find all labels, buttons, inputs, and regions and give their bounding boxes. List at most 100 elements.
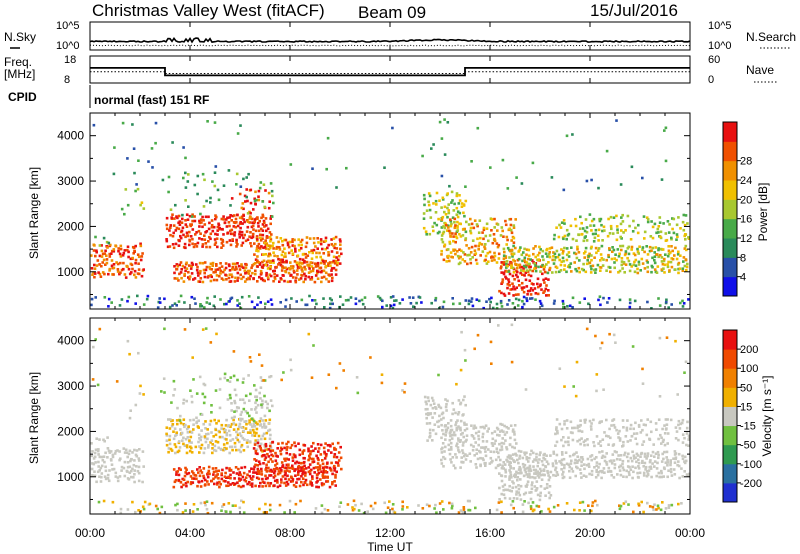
heatmap-cell	[308, 456, 312, 460]
heatmap-cell	[244, 280, 247, 283]
heatmap-cell	[233, 401, 237, 405]
heatmap-cell	[332, 259, 335, 263]
heatmap-cell	[169, 233, 172, 237]
heatmap-cell	[505, 266, 508, 269]
heatmap-cell	[208, 302, 211, 305]
heatmap-cell	[142, 393, 145, 396]
heatmap-cell	[645, 216, 649, 219]
heatmap-cell	[188, 439, 191, 442]
heatmap-cell	[258, 186, 262, 190]
heatmap-cell	[261, 237, 264, 240]
heatmap-cell	[264, 239, 267, 242]
heatmap-cell	[673, 461, 677, 464]
heatmap-cell	[243, 401, 246, 405]
heatmap-cell	[634, 466, 637, 470]
heatmap-cell	[228, 451, 231, 455]
heatmap-cell	[132, 476, 135, 479]
heatmap-cell	[464, 237, 468, 240]
heatmap-cell	[179, 428, 182, 431]
heatmap-cell	[612, 418, 616, 421]
heatmap-cell	[655, 231, 658, 235]
heatmap-cell	[553, 233, 556, 237]
heatmap-cell	[475, 452, 479, 455]
heatmap-cell	[611, 419, 614, 422]
heatmap-cell	[132, 147, 136, 150]
heatmap-cell	[536, 464, 539, 468]
heatmap-cell	[580, 430, 584, 433]
heatmap-cell	[250, 478, 254, 481]
heatmap-cell	[250, 217, 254, 221]
heatmap-cell	[576, 248, 579, 251]
heatmap-cell	[426, 439, 429, 442]
heatmap-cell	[661, 262, 665, 266]
heatmap-cell	[134, 453, 138, 457]
heatmap-cell	[327, 280, 331, 283]
heatmap-cell	[592, 224, 596, 227]
heatmap-cell	[497, 257, 501, 260]
heatmap-cell	[595, 464, 598, 467]
heatmap-cell	[283, 473, 287, 477]
heatmap-cell	[574, 458, 577, 462]
velocity-y-axis-label: Slant Range [km]	[27, 372, 41, 464]
heatmap-cell	[671, 217, 674, 220]
heatmap-cell	[298, 263, 301, 267]
heatmap-cell	[360, 298, 364, 302]
heatmap-cell	[476, 457, 480, 461]
heatmap-cell	[682, 228, 686, 232]
heatmap-cell	[449, 234, 452, 238]
heatmap-cell	[495, 242, 499, 245]
heatmap-cell	[215, 263, 218, 266]
heatmap-cell	[484, 461, 487, 465]
heatmap-cell	[621, 213, 624, 217]
heatmap-cell	[603, 471, 606, 474]
heatmap-cell	[134, 403, 138, 407]
heatmap-cell	[275, 245, 279, 249]
heatmap-cell	[459, 428, 462, 432]
heatmap-cell	[221, 505, 224, 508]
heatmap-cell	[151, 166, 154, 169]
heatmap-cell	[295, 460, 299, 464]
heatmap-cell	[594, 246, 598, 250]
heatmap-cell	[187, 205, 190, 208]
heatmap-cell	[500, 261, 503, 264]
heatmap-cell	[529, 293, 533, 296]
heatmap-cell	[202, 476, 206, 480]
heatmap-cell	[621, 462, 624, 466]
heatmap-cell	[471, 256, 474, 259]
heatmap-cell	[677, 216, 680, 219]
heatmap-cell	[194, 243, 197, 246]
heatmap-cell	[273, 471, 276, 475]
heatmap-cell	[443, 210, 446, 214]
heatmap-cell	[290, 273, 293, 277]
heatmap-cell	[267, 448, 271, 451]
heatmap-cell	[199, 212, 202, 216]
heatmap-cell	[607, 253, 610, 257]
heatmap-cell	[322, 269, 326, 273]
heatmap-cell	[262, 432, 266, 436]
heatmap-cell	[303, 460, 306, 464]
heatmap-cell	[434, 503, 437, 507]
heatmap-cell	[324, 454, 328, 458]
heatmap-cell	[511, 253, 515, 256]
heatmap-cell	[539, 451, 542, 454]
heatmap-cell	[639, 455, 642, 458]
heatmap-cell	[275, 265, 278, 269]
heatmap-cell	[540, 510, 543, 513]
heatmap-cell	[523, 274, 526, 277]
heatmap-cell	[232, 418, 235, 422]
heatmap-cell	[107, 241, 111, 245]
heatmap-cell	[565, 228, 569, 232]
heatmap-cell	[519, 246, 522, 249]
heatmap-cell	[335, 186, 338, 189]
heatmap-cell	[132, 463, 136, 467]
heatmap-cell	[449, 428, 453, 432]
heatmap-cell	[252, 277, 255, 280]
heatmap-cell	[252, 423, 255, 426]
heatmap-cell	[511, 445, 514, 449]
heatmap-cell	[216, 268, 220, 271]
heatmap-cell	[186, 480, 189, 484]
heatmap-cell	[469, 217, 472, 221]
heatmap-cell	[279, 449, 282, 453]
heatmap-cell	[391, 503, 395, 506]
heatmap-cell	[389, 304, 393, 308]
